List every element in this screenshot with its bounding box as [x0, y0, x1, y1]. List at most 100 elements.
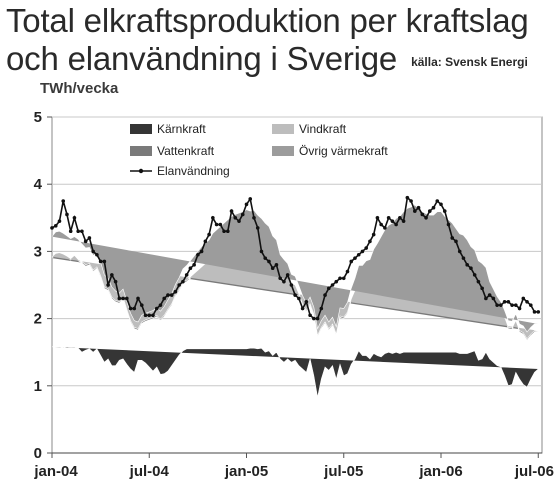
point-elanvandning — [398, 216, 402, 220]
point-elanvandning — [226, 229, 230, 234]
point-elanvandning — [334, 279, 339, 284]
legend-label-k-rnkraft: Kärnkraft — [157, 122, 206, 136]
point-elanvandning — [401, 219, 406, 223]
point-elanvandning — [349, 259, 354, 264]
point-elanvandning — [300, 306, 305, 311]
point-elanvandning — [87, 236, 92, 240]
area--vrig-v-rmekraft — [51, 204, 539, 333]
point-elanvandning — [345, 269, 350, 274]
y-tick-label: 5 — [34, 109, 42, 126]
legend-marker-elanv-ndning — [138, 168, 144, 174]
legend-swatch-vindkraft — [272, 124, 294, 134]
point-elanvandning — [465, 263, 469, 267]
point-elanvandning — [499, 303, 503, 307]
point-elanvandning — [413, 209, 417, 213]
point-elanvandning — [353, 256, 357, 260]
point-elanvandning — [319, 306, 324, 311]
point-elanvandning — [326, 286, 331, 291]
point-elanvandning — [420, 212, 425, 217]
chart-title: Total elkraftsproduktion per kraftslag o… — [6, 2, 554, 81]
point-elanvandning — [293, 293, 297, 297]
point-elanvandning — [371, 232, 376, 237]
point-elanvandning — [214, 222, 219, 227]
point-elanvandning — [83, 239, 88, 244]
point-elanvandning — [158, 303, 163, 307]
y-tick-label: 1 — [34, 378, 42, 395]
point-elanvandning — [368, 239, 372, 244]
point-elanvandning — [289, 283, 294, 287]
point-elanvandning — [495, 303, 499, 307]
point-elanvandning — [454, 239, 458, 244]
point-elanvandning — [457, 249, 462, 254]
point-elanvandning — [181, 279, 185, 284]
point-elanvandning — [442, 209, 447, 213]
point-elanvandning — [472, 273, 477, 277]
legend-swatch-vattenkraft — [130, 146, 152, 156]
point-elanvandning — [102, 259, 107, 264]
point-elanvandning — [360, 249, 365, 254]
point-elanvandning — [244, 202, 249, 207]
point-elanvandning — [252, 216, 256, 220]
point-elanvandning — [274, 263, 279, 267]
point-elanvandning — [61, 199, 66, 203]
y-tick-label: 2 — [34, 311, 42, 328]
title-line-1: Total elkraftsproduktion per kraftslag — [6, 2, 529, 39]
point-elanvandning — [117, 296, 122, 301]
point-elanvandning — [282, 279, 286, 284]
point-elanvandning — [394, 222, 398, 227]
point-elanvandning — [132, 306, 137, 311]
point-elanvandning — [76, 229, 80, 234]
point-elanvandning — [491, 296, 496, 301]
point-elanvandning — [169, 293, 174, 297]
point-elanvandning — [237, 219, 241, 223]
point-elanvandning — [199, 249, 204, 254]
point-elanvandning — [207, 232, 211, 237]
legend-swatch-k-rnkraft — [130, 124, 152, 134]
point-elanvandning — [506, 300, 511, 304]
legend-swatch--vrig-v-rmekraft — [272, 146, 294, 156]
point-elanvandning — [297, 296, 301, 301]
point-elanvandning — [390, 219, 395, 223]
point-elanvandning — [95, 252, 99, 257]
x-tick-label: jul-06 — [514, 463, 554, 480]
point-elanvandning — [439, 202, 443, 207]
y-tick-label: 0 — [34, 445, 42, 462]
point-elanvandning — [166, 293, 170, 297]
point-elanvandning — [222, 229, 226, 234]
point-elanvandning — [484, 296, 488, 301]
point-elanvandning — [68, 229, 73, 234]
point-elanvandning — [147, 313, 152, 318]
point-elanvandning — [196, 252, 200, 257]
point-elanvandning — [177, 283, 181, 287]
legend-label--vrig-v-rmekraft: Övrig värmekraft — [299, 144, 388, 158]
point-elanvandning — [536, 310, 541, 314]
point-elanvandning — [469, 266, 473, 271]
point-elanvandning — [139, 303, 144, 307]
point-elanvandning — [192, 263, 196, 267]
point-elanvandning — [143, 313, 148, 318]
point-elanvandning — [383, 226, 387, 230]
point-elanvandning — [106, 283, 110, 287]
point-elanvandning — [308, 313, 312, 318]
source-label: källa: Svensk Energi — [411, 55, 528, 69]
point-elanvandning — [113, 279, 118, 284]
point-elanvandning — [270, 266, 275, 271]
point-elanvandning — [461, 256, 466, 260]
legend-box — [122, 118, 407, 182]
point-elanvandning — [184, 273, 189, 277]
point-elanvandning — [450, 236, 455, 240]
area-k-rnkraft — [51, 346, 539, 398]
point-elanvandning — [379, 222, 383, 227]
point-elanvandning — [263, 256, 268, 260]
point-elanvandning — [341, 276, 346, 281]
point-elanvandning — [188, 266, 193, 271]
y-tick-label: 3 — [34, 243, 42, 260]
x-tick-label: jul-05 — [323, 463, 363, 480]
point-elanvandning — [203, 239, 208, 244]
point-elanvandning — [427, 209, 432, 213]
point-elanvandning — [110, 273, 114, 277]
point-elanvandning — [431, 205, 436, 210]
point-elanvandning — [338, 276, 342, 281]
point-elanvandning — [80, 229, 84, 234]
